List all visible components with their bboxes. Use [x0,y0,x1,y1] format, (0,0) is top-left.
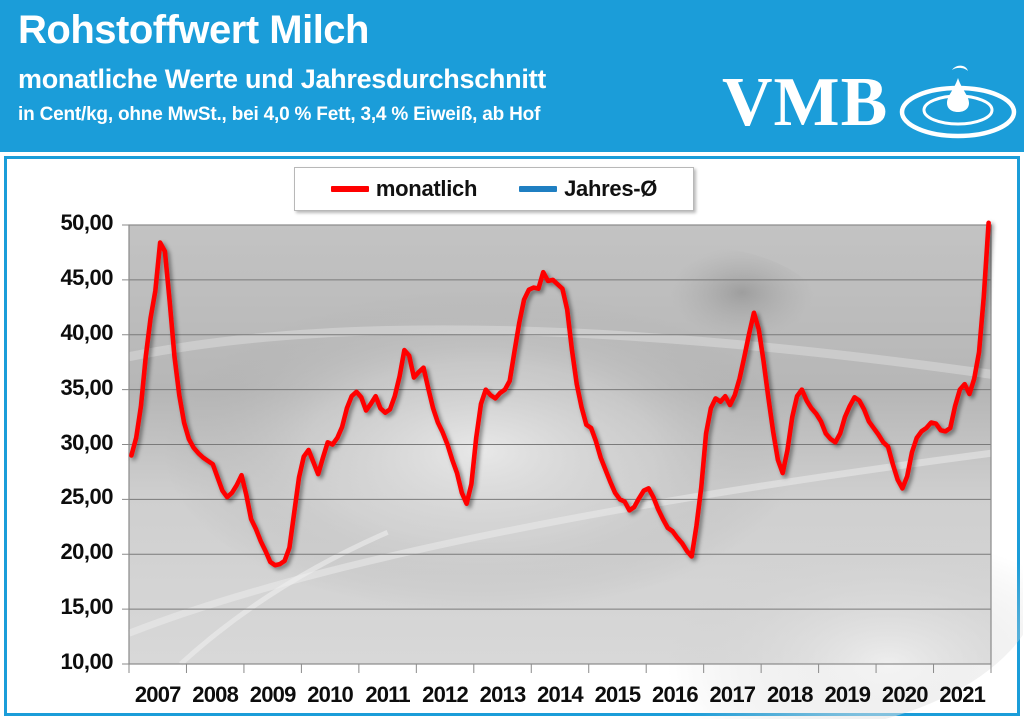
x-axis-tick-2007: 2007 [134,682,182,707]
x-axis-tick-2016: 2016 [652,682,699,707]
y-axis-tick-25: 25,00 [60,484,113,510]
x-axis-tick-2011: 2011 [365,682,410,707]
legend-item-jahresdurchschnitt[interactable]: Jahres-Ø [519,176,657,202]
x-axis-tick-2013: 2013 [479,682,527,707]
y-axis-tick-40: 40,00 [60,319,113,345]
y-axis-tick-30: 30,00 [60,429,113,455]
chart-canvas [122,220,1023,719]
vmb-logo: VMB [716,65,1017,150]
x-axis-tick-2008: 2008 [192,682,239,707]
legend-label-jahresdurchschnitt: Jahres-Ø [564,176,658,201]
x-axis-tick-2012: 2012 [422,682,469,707]
logo-wordmark: VMB [722,64,889,141]
x-axis-tick-2020: 2020 [881,682,929,707]
x-axis-tick-2010: 2010 [307,682,354,707]
page-header: Rohstoffwert Milch monatliche Werte und … [0,0,1024,152]
x-axis-tick-2017: 2017 [709,682,757,707]
page-units-note: in Cent/kg, ohne MwSt., bei 4,0 % Fett, … [18,104,541,125]
x-axis-tick-2014: 2014 [537,682,584,707]
x-axis-tick-2009: 2009 [249,682,297,707]
y-axis-tick-50: 50,00 [60,210,113,235]
x-axis-tick-2018: 2018 [766,682,814,707]
x-axis-tick-2021: 2021 [939,682,986,707]
plot-area: 50,00 45,00 40,00 35,00 30,00 25,00 20,00 15,00… [7,159,1023,719]
chart-panel: monatlich Jahres-Ø 50,00 45,00 40,00 35,00 3… [4,156,1023,719]
legend-swatch-monatlich [330,186,369,192]
y-axis-tick-20: 20,00 [60,539,113,565]
milk-drop-ripple-icon [899,65,1017,139]
y-axis-tick-15: 15,00 [60,594,113,620]
page-title: Rohstoffwert Milch [18,8,369,52]
y-axis-tick-35: 35,00 [60,374,113,400]
chart-legend: monatlich Jahres-Ø [294,167,694,211]
page-subtitle: monatliche Werte und Jahresdurchschnitt [18,64,546,94]
legend-swatch-jahresdurchschnitt [519,186,558,192]
y-axis-tick-45: 45,00 [60,264,113,290]
legend-item-monatlich[interactable]: monatlich [330,176,478,202]
legend-label-monatlich: monatlich [375,176,478,201]
x-axis-tick-2019: 2019 [824,682,871,707]
x-axis-tick-2015: 2015 [594,682,642,707]
y-axis-tick-10: 10,00 [60,649,113,674]
